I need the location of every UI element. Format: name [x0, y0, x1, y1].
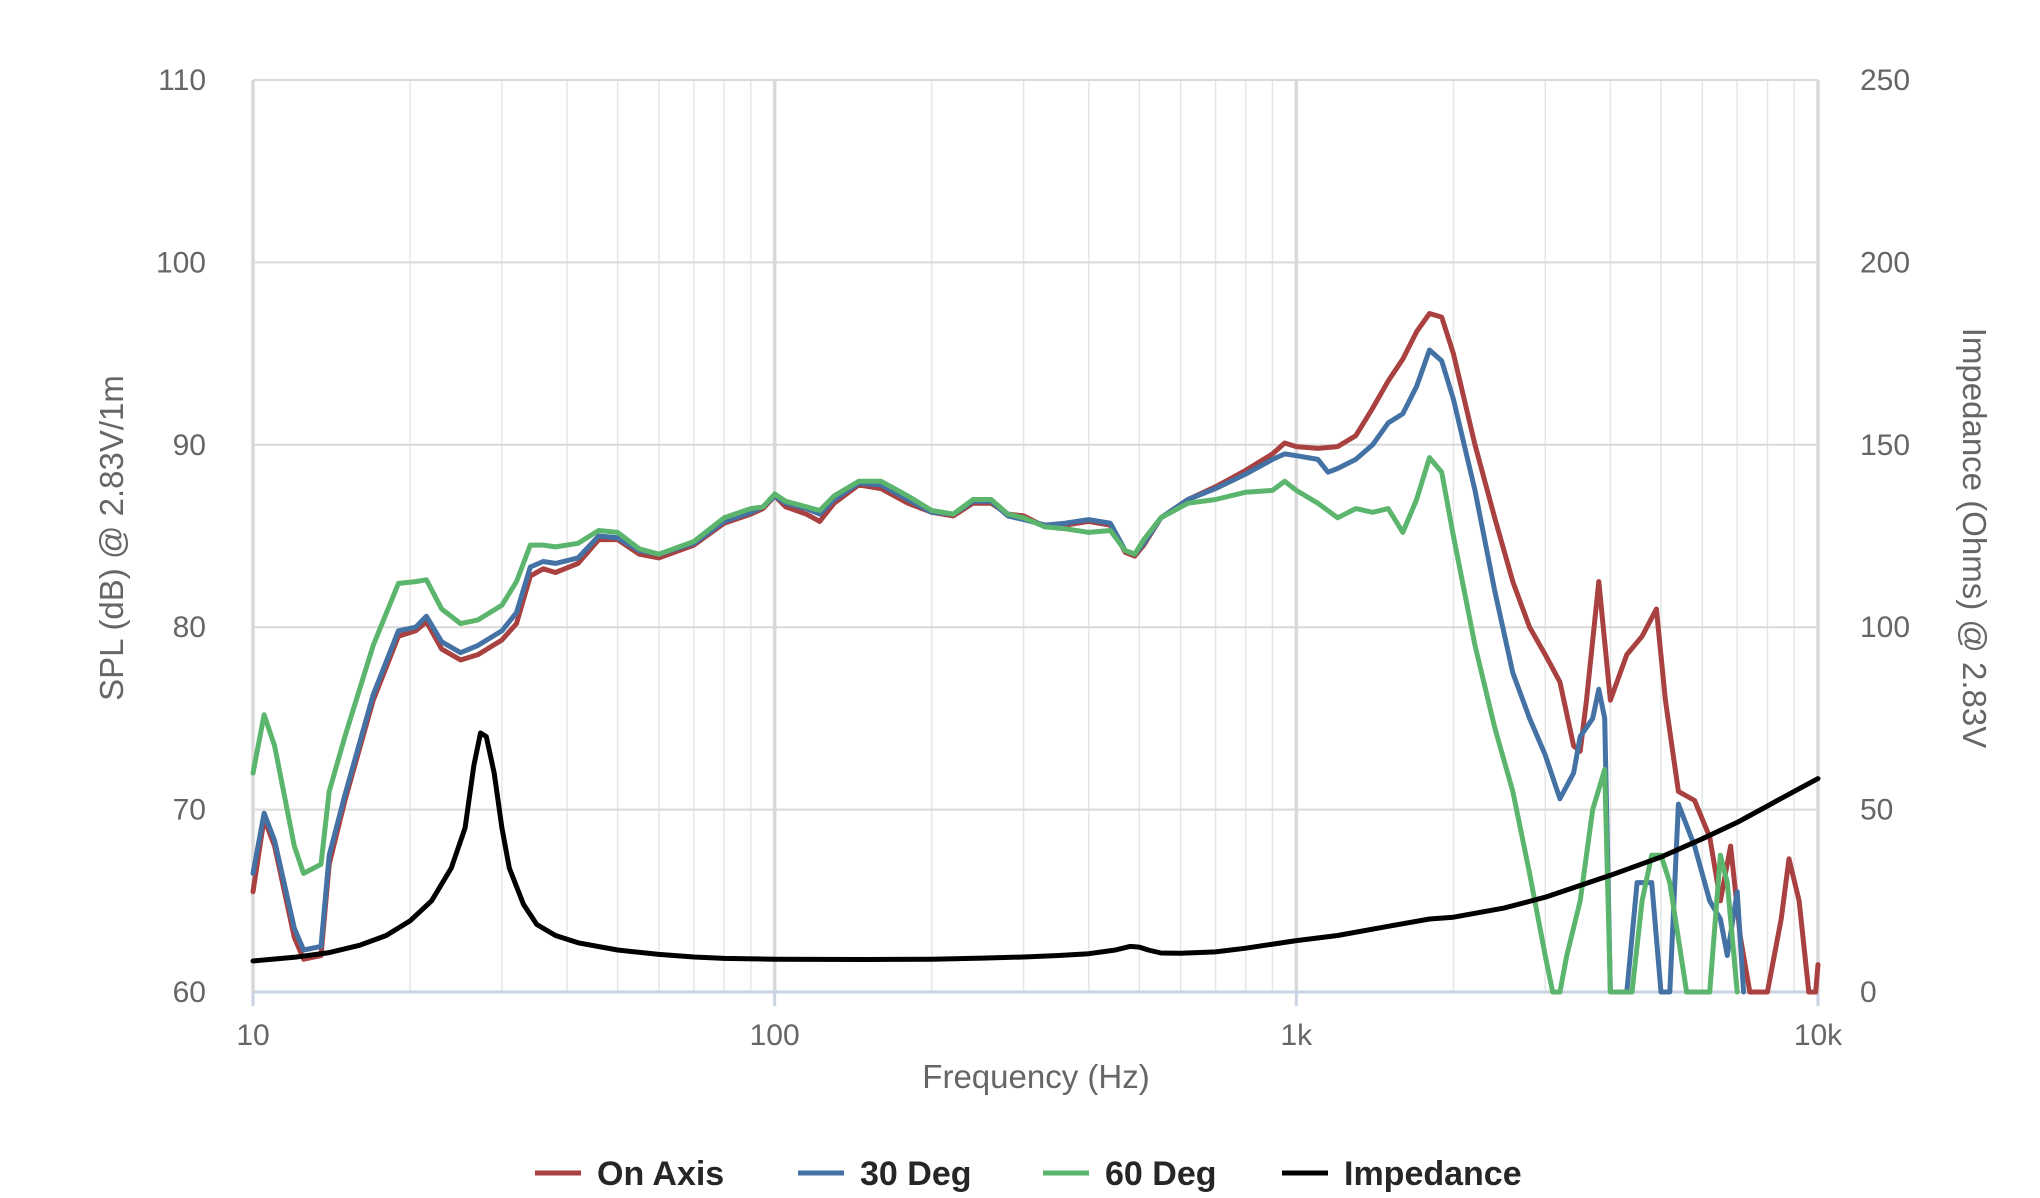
- legend: On Axis 30 Deg 60 Deg Impedance: [535, 1155, 1522, 1193]
- y2-tick-label: 100: [1860, 611, 1910, 644]
- legend-label: On Axis: [597, 1155, 724, 1193]
- legend-label: 30 Deg: [860, 1155, 972, 1193]
- legend-label: Impedance: [1344, 1155, 1522, 1193]
- y-tick-label: 100: [156, 246, 206, 279]
- y2-tick-label: 150: [1860, 429, 1910, 462]
- y2-tick-label: 250: [1860, 64, 1910, 97]
- x-tick-label: 1k: [1280, 1019, 1313, 1052]
- legend-label: 60 Deg: [1105, 1155, 1217, 1193]
- series-line-30-deg: [250, 347, 1747, 995]
- y2-tick-label: 0: [1860, 976, 1877, 1009]
- y-tick-label: 70: [173, 794, 206, 827]
- y-tick-label: 60: [173, 976, 206, 1009]
- y-tick-label: 110: [158, 64, 206, 97]
- y-tick-label: 80: [173, 611, 206, 644]
- y-tick-label: 90: [173, 429, 206, 462]
- y2-axis-title: Impedance (Ohms) @ 2.83V: [1956, 328, 1993, 749]
- y-axis-title: SPL (dB) @ 2.83V/1m: [93, 375, 130, 701]
- x-axis-title: Frequency (Hz): [922, 1058, 1149, 1095]
- grid-minor-lines: [409, 80, 1795, 992]
- x-tick-label: 10k: [1794, 1019, 1843, 1052]
- series-line-60-deg: [250, 455, 1740, 995]
- y2-tick-label: 200: [1860, 246, 1910, 279]
- grid-major-lines: [251, 79, 1820, 993]
- series-line-impedance: [250, 730, 1821, 964]
- series-lines: [250, 311, 1821, 995]
- x-tick-label: 100: [750, 1019, 800, 1052]
- y2-tick-label: 50: [1860, 794, 1893, 827]
- x-tick-label: 10: [236, 1019, 269, 1052]
- tick-labels: 10 100 1k 10k 60 70 80 90 100 110 0 50 100 150 200 250: [156, 64, 1910, 1052]
